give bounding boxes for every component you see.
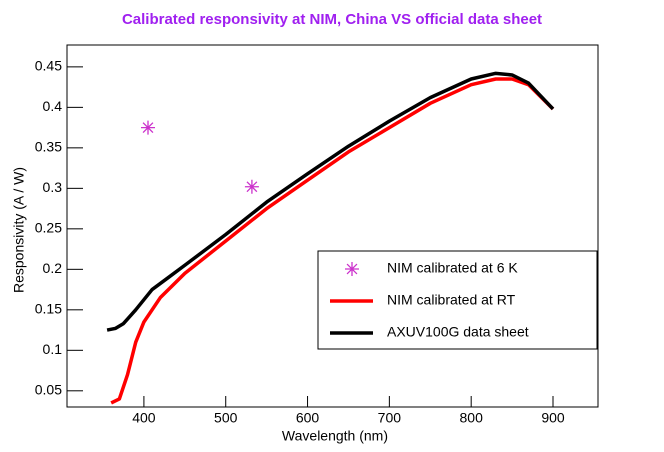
y-tick-label: 0.4 [43,98,63,114]
plot-frame [66,44,599,408]
chart-title: Calibrated responsivity at NIM, China VS… [122,11,542,28]
legend-label: NIM calibrated at 6 K [387,260,518,276]
x-tick-label: 600 [296,410,320,426]
x-tick-label: 500 [214,410,238,426]
x-tick-label: 400 [132,410,156,426]
y-tick-label: 0.35 [35,139,62,155]
y-tick-label: 0.45 [35,58,62,74]
legend-swatch [345,262,359,276]
data-point [244,179,259,194]
y-tick-label: 0.05 [35,382,62,398]
x-axis-label: Wavelength (nm) [282,428,388,444]
x-tick-label: 800 [460,410,484,426]
data-point [141,120,155,135]
y-tick-label: 0.25 [35,220,62,236]
y-tick-label: 0.15 [35,301,62,317]
x-tick-label: 700 [378,410,402,426]
y-axis-label: Responsivity (A / W) [11,167,27,293]
y-tick-label: 0.3 [43,179,63,195]
data-line [106,71,555,332]
x-tick-label: 900 [541,410,565,426]
legend-label: AXUV100G data sheet [387,324,529,340]
y-tick-label: 0.1 [43,341,63,357]
data-line [110,77,555,405]
legend-label: NIM calibrated at RT [387,292,516,308]
y-tick-label: 0.2 [43,260,63,276]
